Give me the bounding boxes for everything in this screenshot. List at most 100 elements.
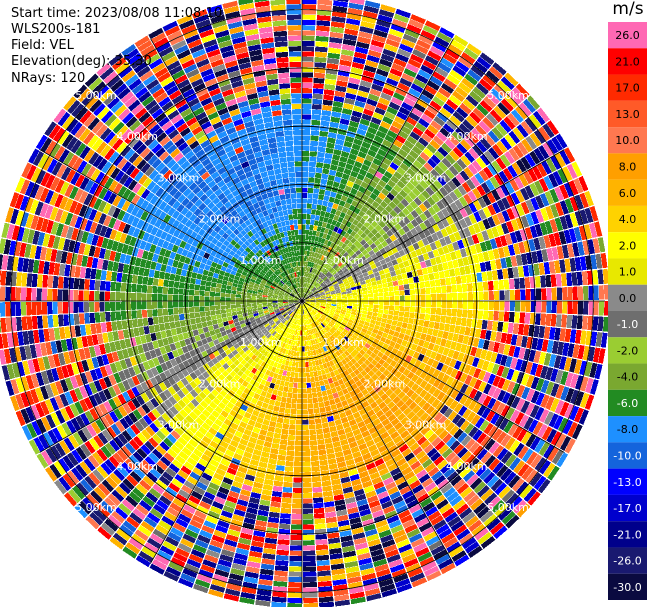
velocity-gate [359,26,374,34]
velocity-gate [305,297,310,300]
velocity-gate [315,276,320,282]
velocity-gate [302,414,309,420]
velocity-gate [370,116,382,126]
velocity-gate [399,295,405,301]
velocity-gate [192,544,207,554]
velocity-gate [493,525,508,540]
velocity-gate [277,328,282,334]
velocity-gate [472,144,484,157]
velocity-gate [504,301,510,311]
velocity-gate [331,340,337,346]
velocity-gate [196,573,212,584]
velocity-gate [302,229,306,235]
velocity-gate [361,206,369,214]
velocity-gate [271,491,282,498]
velocity-gate [398,509,411,520]
velocity-gate [253,530,266,538]
velocity-gate [286,327,290,333]
velocity-gate [302,4,317,10]
velocity-gate [409,357,417,366]
velocity-gate [178,577,194,588]
velocity-gate [311,344,316,351]
velocity-gate [365,318,371,323]
velocity-gate [383,305,389,310]
velocity-gate [185,499,199,510]
velocity-gate [303,587,318,593]
velocity-gate [270,394,277,401]
velocity-gate [232,480,243,489]
velocity-gate [401,448,412,458]
velocity-gate [440,57,455,69]
velocity-gate [541,339,549,352]
velocity-gate [336,292,342,296]
velocity-gate [315,305,320,308]
velocity-gate [302,130,311,136]
velocity-gate [358,168,368,177]
velocity-gate [302,292,304,298]
velocity-gate [397,202,406,211]
velocity-gate [394,295,400,301]
velocity-gate [427,226,436,235]
velocity-gate [559,259,566,273]
velocity-gate [464,385,474,397]
velocity-gate [267,426,276,433]
velocity-gate [449,268,456,277]
velocity-gate [508,311,515,323]
velocity-gate [307,313,310,319]
velocity-gate [323,379,329,385]
velocity-gate [466,474,479,486]
velocity-gate [317,319,322,324]
velocity-gate [413,197,423,206]
velocity-gate [404,28,420,39]
velocity-gate [472,402,482,414]
velocity-gate [320,305,326,309]
velocity-gate [330,261,336,268]
velocity-gate [200,400,209,409]
velocity-gate [322,363,328,369]
velocity-gate [421,526,435,537]
velocity-gate [583,224,593,240]
velocity-gate [288,339,292,345]
velocity-gate [326,303,332,306]
velocity-gate [320,120,330,127]
velocity-gate [303,592,318,598]
velocity-gate [358,123,369,132]
velocity-gate [397,481,409,491]
velocity-gate [273,361,279,368]
velocity-gate [489,238,498,250]
velocity-gate [532,165,543,180]
velocity-gate [316,264,320,270]
velocity-gate [439,237,447,247]
velocity-gate [388,242,396,250]
velocity-gate [336,301,342,303]
velocity-gate [320,316,325,321]
velocity-gate [299,351,302,357]
velocity-gate [308,256,312,262]
velocity-gate [177,469,189,480]
velocity-gate [384,338,392,345]
velocity-gate [404,295,411,301]
velocity-gate [229,524,242,532]
velocity-gate [405,398,414,407]
velocity-gate [391,120,403,130]
velocity-gate [341,207,349,214]
velocity-gate [362,324,369,330]
velocity-gate [330,353,336,360]
velocity-gate [455,60,470,73]
velocity-gate [333,414,341,421]
velocity-gate [501,210,511,222]
velocity-gate [469,111,482,124]
velocity-gate [264,323,270,328]
velocity-gate [255,328,261,334]
velocity-gate [302,292,305,298]
velocity-gate [479,241,488,252]
velocity-gate [307,193,313,199]
velocity-gate [299,320,301,326]
velocity-gate [271,366,277,373]
velocity-gate [366,239,374,246]
velocity-gate [401,339,408,347]
velocity-gate [555,433,567,449]
velocity-gate [307,319,310,325]
velocity-gate [468,225,476,236]
velocity-gate [483,471,496,485]
